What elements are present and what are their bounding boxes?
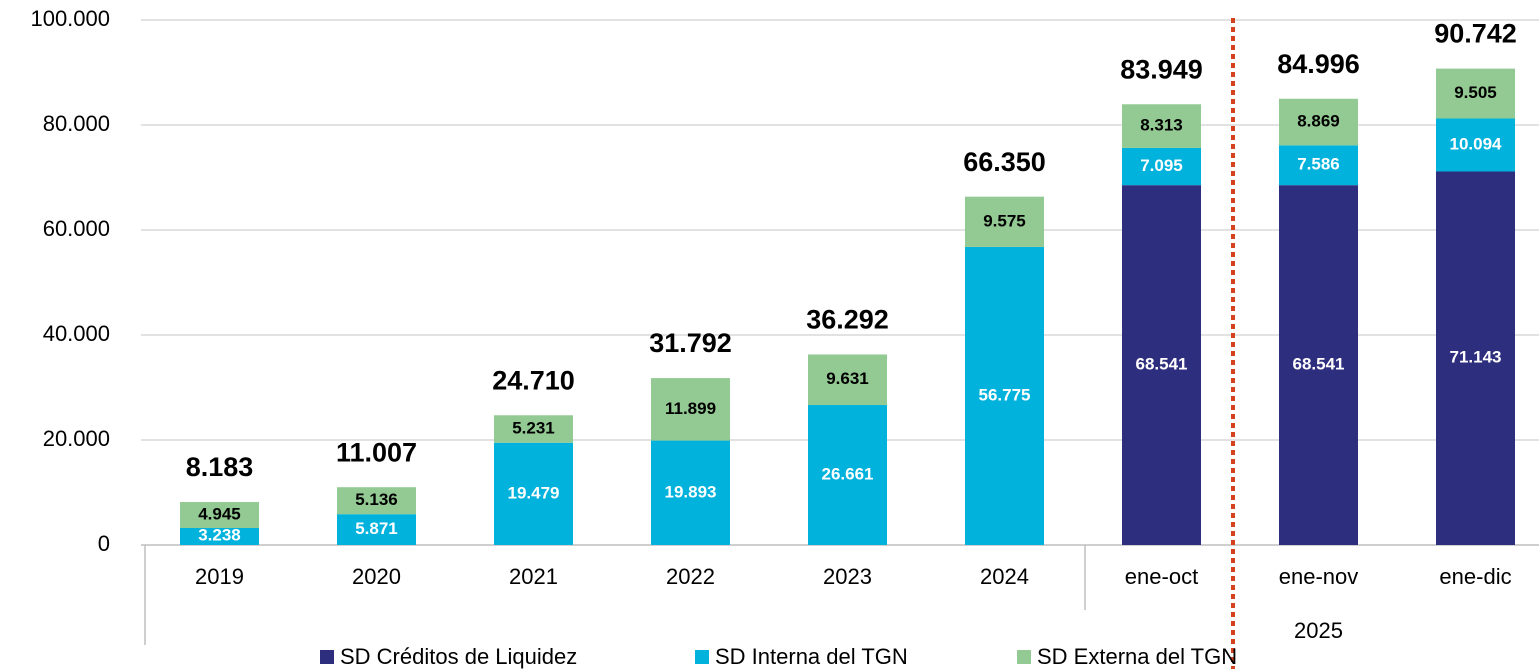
x-tick-label: 2019 (195, 564, 244, 589)
data-label: 8.313 (1140, 116, 1183, 135)
bar-segment (337, 487, 416, 515)
y-tick-label: 80.000 (43, 111, 110, 136)
total-label: 11.007 (336, 437, 417, 467)
x-tick-label: 2021 (509, 564, 558, 589)
data-label: 9.505 (1454, 83, 1497, 102)
legend-label: SD Externa del TGN (1037, 644, 1237, 669)
y-tick-label: 100.000 (30, 6, 110, 31)
total-label: 8.183 (186, 452, 254, 482)
data-label: 5.231 (512, 418, 555, 437)
bar-segment (180, 528, 259, 545)
data-label: 7.586 (1297, 155, 1340, 174)
total-label: 31.792 (649, 328, 732, 358)
legend-swatch (320, 650, 334, 664)
data-label: 56.775 (979, 385, 1031, 404)
bar-segment (651, 440, 730, 545)
data-label: 10.094 (1450, 134, 1503, 153)
total-label: 66.350 (963, 147, 1046, 177)
bar-segment (1436, 68, 1515, 119)
data-label: 19.893 (665, 482, 717, 501)
bar-segment (1279, 98, 1358, 146)
total-label: 83.949 (1120, 54, 1203, 84)
bar-segment (494, 442, 573, 545)
x-tick-label: 2022 (666, 564, 715, 589)
bar-segment (1122, 185, 1201, 546)
legend-swatch (1017, 650, 1031, 664)
group-label: 2025 (1294, 618, 1343, 643)
bar-segment (1436, 171, 1515, 545)
y-tick-label: 0 (98, 531, 110, 556)
bar-segment (651, 378, 730, 441)
legend-label: SD Créditos de Liquidez (340, 644, 577, 669)
bar-segment (494, 415, 573, 443)
bar-segment (1122, 104, 1201, 148)
data-label: 3.238 (198, 525, 241, 544)
bar-segment (1436, 118, 1515, 172)
total-label: 36.292 (806, 305, 889, 335)
y-tick-label: 40.000 (43, 321, 110, 346)
y-tick-label: 60.000 (43, 216, 110, 241)
bar-segment (1279, 185, 1358, 546)
data-label: 9.631 (826, 369, 869, 388)
bar-segment (965, 196, 1044, 247)
data-label: 19.479 (508, 483, 560, 502)
legend-swatch (695, 650, 709, 664)
data-label: 5.871 (355, 519, 398, 538)
bar-segment (337, 514, 416, 545)
data-label: 68.541 (1136, 355, 1188, 374)
bar-segment (180, 502, 259, 529)
x-tick-label: 2024 (980, 564, 1029, 589)
data-label: 4.945 (198, 505, 241, 524)
bar-segment (808, 354, 887, 406)
data-label: 11.899 (665, 399, 716, 418)
x-tick-label: ene-nov (1279, 564, 1359, 589)
bar-segment (1122, 147, 1201, 186)
x-tick-label: 2020 (352, 564, 401, 589)
data-label: 7.095 (1140, 156, 1183, 175)
total-label: 90.742 (1434, 19, 1517, 49)
bar-segment (1279, 145, 1358, 186)
data-label: 68.541 (1293, 355, 1345, 374)
x-tick-label: ene-oct (1125, 564, 1198, 589)
x-tick-label: 2023 (823, 564, 872, 589)
legend-label: SD Interna del TGN (715, 644, 908, 669)
data-label: 9.575 (983, 211, 1026, 230)
data-label: 71.143 (1450, 348, 1502, 367)
data-label: 8.869 (1297, 112, 1340, 131)
bar-segment (965, 246, 1044, 545)
x-tick-label: ene-dic (1439, 564, 1511, 589)
bar-segment (808, 405, 887, 545)
total-label: 84.996 (1277, 49, 1360, 79)
data-label: 26.661 (822, 464, 874, 483)
total-label: 24.710 (492, 365, 575, 395)
data-label: 5.136 (355, 490, 398, 509)
y-tick-label: 20.000 (43, 426, 110, 451)
